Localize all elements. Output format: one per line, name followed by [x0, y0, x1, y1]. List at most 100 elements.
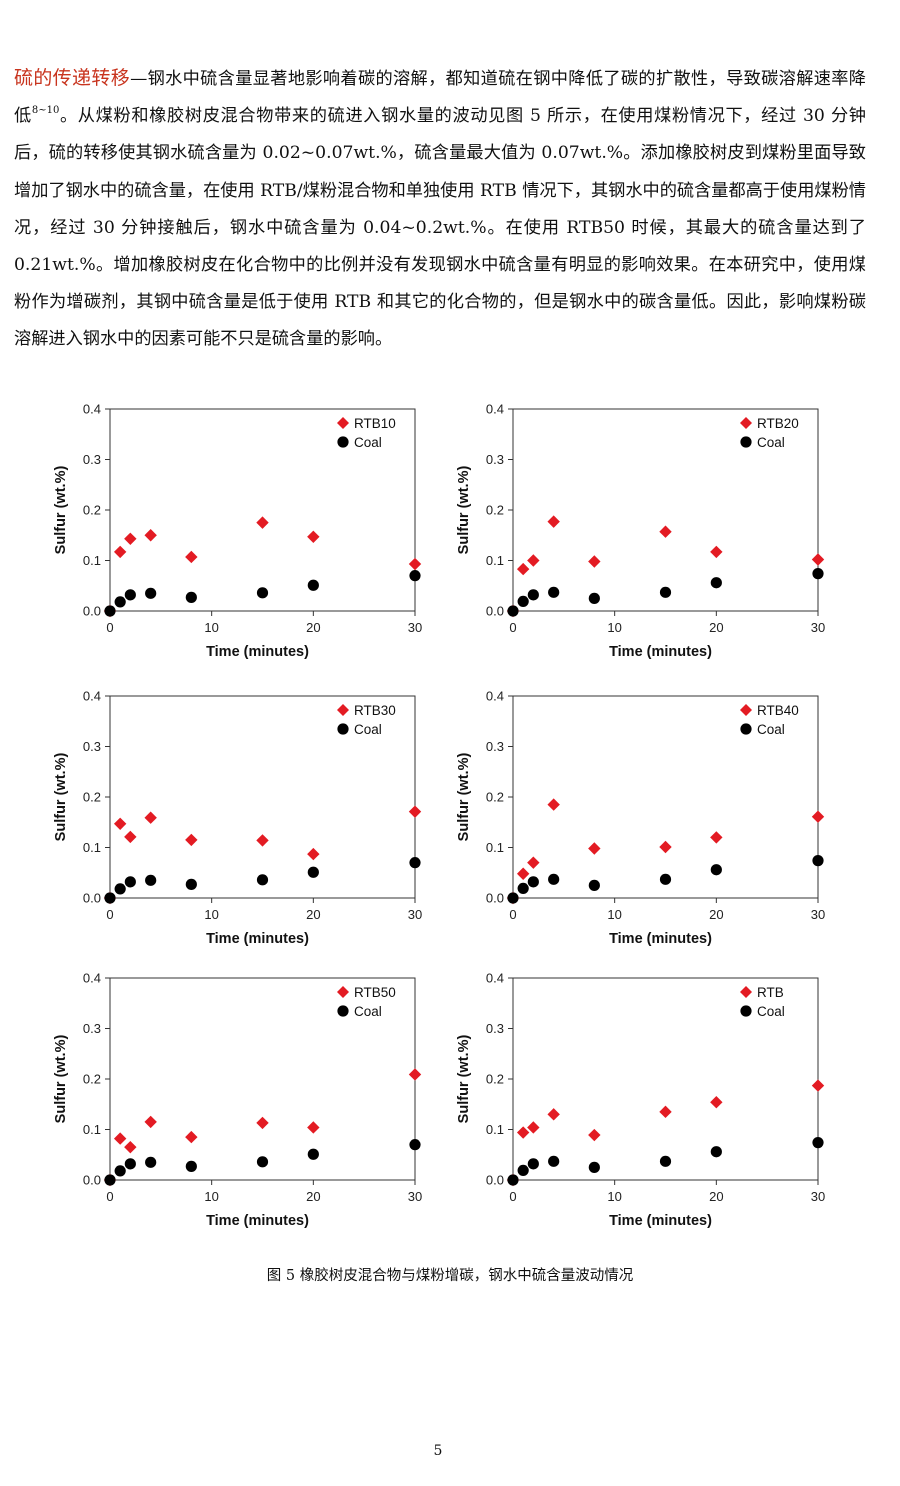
coal-data-point — [507, 1174, 519, 1186]
rtb-data-point — [307, 530, 320, 543]
rtb-data-point — [811, 1079, 825, 1092]
coal-data-point — [527, 589, 539, 601]
y-tick-label: 0.1 — [83, 1122, 101, 1137]
coal-data-point — [114, 883, 126, 895]
y-tick-label: 0.3 — [486, 452, 504, 467]
x-axis-label: Time (minutes) — [206, 1213, 309, 1229]
legend-label: RTB30 — [354, 703, 396, 718]
legend-marker-circle — [740, 436, 752, 448]
paragraph-text-2: 。从煤粉和橡胶树皮混合物带来的硫进入钢水量的波动见图 5 所示，在使用煤粉情况下… — [14, 106, 866, 350]
chart-panel-6: 0.0 0.1 0.2 0.3 0.4 0 10 20 30 Time (minutes) Sulf… — [456, 971, 825, 1230]
rtb-data-point — [588, 842, 601, 855]
coal-data-point — [527, 1158, 539, 1170]
x-tick-label: 10 — [204, 620, 218, 635]
legend-label: Coal — [354, 722, 382, 737]
coal-data-point — [307, 579, 319, 591]
y-tick-label: 0.4 — [486, 402, 504, 417]
y-axis-label: Sulfur (wt.%) — [53, 753, 69, 842]
y-tick-label: 0.0 — [83, 604, 101, 619]
x-tick-label: 0 — [509, 907, 516, 922]
y-tick-label: 0.1 — [83, 840, 101, 855]
coal-data-point — [517, 595, 529, 608]
legend-label: Coal — [757, 1004, 785, 1019]
legend-label: RTB20 — [757, 416, 799, 431]
y-tick-label: 0.3 — [486, 739, 504, 754]
rtb-data-point — [710, 545, 723, 559]
coal-data-point — [124, 589, 136, 601]
rtb-data-point — [113, 1132, 127, 1145]
rtb-data-point — [516, 1126, 530, 1139]
y-tick-label: 0.0 — [486, 891, 504, 906]
legend-label: Coal — [757, 435, 785, 450]
y-tick-label: 0.3 — [486, 1021, 504, 1036]
coal-data-point — [114, 1165, 126, 1177]
coal-data-point — [104, 892, 116, 904]
legend-marker-circle — [740, 1005, 752, 1017]
rtb-data-point — [516, 562, 530, 576]
figure-5-charts: 0.0 0.1 0.2 0.3 0.4 0 10 20 30 Time (minutes) Sulf… — [53, 402, 825, 1230]
coal-data-point — [812, 855, 824, 867]
reference-superscript: 8~10 — [31, 105, 60, 117]
rtb-data-point — [588, 1128, 601, 1142]
coal-data-point — [548, 1155, 560, 1167]
legend-marker-circle — [740, 723, 752, 735]
y-axis-label: Sulfur (wt.%) — [53, 466, 69, 555]
x-tick-label: 20 — [306, 620, 320, 635]
coal-data-point — [114, 596, 126, 608]
rtb-data-point — [811, 810, 825, 823]
legend-label: Coal — [354, 1004, 382, 1019]
rtb-data-point — [256, 1116, 269, 1130]
legend-marker-diamond — [337, 986, 349, 998]
y-tick-label: 0.1 — [486, 1122, 504, 1137]
coal-data-point — [256, 1156, 269, 1168]
x-axis-label: Time (minutes) — [609, 1213, 712, 1229]
legend-marker-circle — [337, 723, 349, 735]
y-tick-label: 0.1 — [83, 553, 101, 568]
legend-marker-diamond — [337, 704, 349, 716]
rtb-data-point — [710, 831, 723, 844]
legend-label: Coal — [757, 722, 785, 737]
coal-data-point — [145, 587, 157, 599]
coal-data-point — [124, 1158, 136, 1170]
coal-data-point — [588, 879, 600, 891]
rtb-data-point — [307, 1121, 320, 1134]
y-axis-label: Sulfur (wt.%) — [53, 1035, 69, 1124]
coal-data-point — [307, 1148, 319, 1160]
coal-data-point — [659, 1155, 672, 1167]
rtb-data-point — [516, 867, 530, 880]
body-paragraph: 硫的传递转移—钢水中硫含量显著地影响着碳的溶解，都知道硫在钢中降低了碳的扩散性，… — [14, 60, 866, 359]
chart-panel-1: 0.0 0.1 0.2 0.3 0.4 0 10 20 30 Time (minutes) Sulf… — [53, 402, 422, 661]
x-tick-label: 30 — [408, 620, 422, 635]
y-tick-label: 0.2 — [83, 1072, 101, 1087]
y-tick-label: 0.3 — [83, 1021, 101, 1036]
x-tick-label: 10 — [607, 907, 621, 922]
x-tick-label: 20 — [709, 620, 723, 635]
x-tick-label: 30 — [408, 1189, 422, 1204]
rtb-data-point — [527, 856, 540, 869]
coal-data-point — [659, 873, 672, 885]
legend-marker-diamond — [740, 704, 752, 716]
page-number: 5 — [433, 1443, 443, 1459]
y-tick-label: 0.0 — [486, 604, 504, 619]
rtb-data-point — [256, 516, 269, 529]
figure-caption: 图 5 橡胶树皮混合物与煤粉增碳，钢水中硫含量波动情况 — [266, 1268, 634, 1284]
y-tick-label: 0.1 — [486, 553, 504, 568]
rtb-data-point — [185, 550, 198, 564]
x-tick-label: 0 — [106, 907, 113, 922]
y-tick-label: 0.2 — [83, 503, 101, 518]
coal-data-point — [710, 577, 722, 589]
x-axis-label: Time (minutes) — [609, 644, 712, 660]
rtb-data-point — [113, 545, 127, 559]
rtb-data-point — [124, 830, 137, 844]
rtb-data-point — [144, 1115, 157, 1129]
y-tick-label: 0.0 — [486, 1173, 504, 1188]
rtb-data-point — [527, 1121, 540, 1134]
y-axis-label: Sulfur (wt.%) — [456, 753, 472, 842]
rtb-data-point — [256, 834, 269, 847]
y-axis-label: Sulfur (wt.%) — [456, 466, 472, 555]
coal-data-point — [588, 1161, 600, 1173]
rtb-data-point — [124, 532, 137, 545]
coal-data-point — [185, 591, 197, 603]
y-tick-label: 0.4 — [486, 971, 504, 986]
rtb-data-point — [547, 515, 560, 528]
